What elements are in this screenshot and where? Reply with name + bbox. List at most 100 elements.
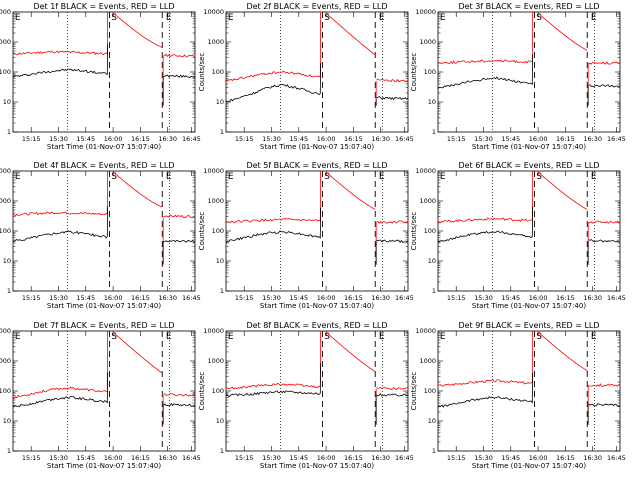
x-tick-label: 15:15: [22, 135, 41, 143]
events-curve: [588, 403, 621, 407]
y-tick-label: 10000: [415, 327, 436, 335]
y-tick-label: 1: [7, 128, 11, 136]
x-tick-label: 16:45: [607, 294, 626, 302]
y-axis-label: Counts/sec: [198, 212, 206, 251]
events-curve: [588, 84, 621, 88]
lld-curve: [13, 170, 108, 217]
y-tick-label: 100: [212, 68, 224, 76]
y-tick-label: 100: [0, 227, 11, 235]
x-tick-label: 16:00: [529, 294, 548, 302]
y-tick-label: 1: [220, 287, 224, 295]
x-tick-label: 16:15: [556, 135, 575, 143]
x-tick-label: 16:00: [104, 454, 123, 462]
region-marker-label: E: [379, 332, 385, 342]
plot-frame: [437, 11, 621, 133]
x-tick-label: 16:30: [158, 135, 177, 143]
y-axis-label: Counts/sec: [198, 372, 206, 411]
lld-curve: [376, 386, 409, 391]
y-tick-label: 1000: [0, 357, 11, 365]
y-tick-label: 1000: [207, 38, 224, 46]
x-tick-label: 15:15: [447, 454, 466, 462]
x-tick-label: 16:15: [344, 454, 363, 462]
lld-curve: [12, 330, 108, 400]
x-axis-label: Start Time (01-Nov-07 15:07:40): [472, 302, 586, 310]
x-tick-label: 16:00: [104, 294, 123, 302]
lld-curve: [163, 214, 196, 219]
detector-panel: Det 3f BLACK = Events, RED = LLD 1 10 100 10…: [410, 2, 626, 151]
region-marker-label: E: [166, 172, 172, 182]
x-tick-label: 16:15: [556, 294, 575, 302]
events-curve: [376, 239, 409, 244]
lld-curve: [225, 11, 321, 82]
lld-curve: [437, 170, 533, 224]
x-axis-label: Start Time (01-Nov-07 15:07:40): [260, 302, 374, 310]
x-tick-label: 16:15: [131, 454, 150, 462]
y-tick-label: 1000: [419, 38, 436, 46]
panel-title: Det 4f BLACK = Events, RED = LLD: [33, 161, 174, 170]
y-tick-label: 10000: [203, 167, 224, 175]
region-marker-label: S: [324, 332, 330, 342]
detector-panel: Det 4f BLACK = Events, RED = LLD 1 10 100 10…: [0, 161, 201, 310]
x-tick-label: 16:45: [395, 294, 414, 302]
y-tick-label: 1: [7, 287, 11, 295]
x-tick-label: 15:30: [49, 294, 68, 302]
region-marker-label: S: [111, 172, 117, 182]
x-axis-label: Start Time (01-Nov-07 15:07:40): [260, 143, 374, 151]
detector-panel: Det 1f BLACK = Events, RED = LLD 1 10 100 10…: [0, 2, 201, 151]
x-tick-label: 16:00: [317, 135, 336, 143]
x-tick-label: 16:45: [182, 454, 201, 462]
panel-title: Det 2f BLACK = Events, RED = LLD: [246, 2, 387, 11]
events-curve: [163, 239, 196, 243]
panel-title: Det 1f BLACK = Events, RED = LLD: [33, 2, 174, 11]
lld-curve: [163, 53, 195, 58]
y-tick-label: 1000: [0, 38, 11, 46]
y-tick-label: 100: [424, 227, 436, 235]
lld-curve: [225, 170, 321, 224]
region-marker-label: E: [166, 13, 172, 23]
x-tick-label: 15:45: [501, 454, 520, 462]
x-tick-label: 15:15: [235, 454, 254, 462]
y-tick-label: 10: [216, 417, 224, 425]
region-marker-label: E: [440, 13, 446, 23]
panel-title: Det 9f BLACK = Events, RED = LLD: [458, 321, 599, 330]
plot-frame: [437, 170, 621, 292]
events-curve: [225, 207, 321, 243]
lld-decay-curve: [112, 171, 163, 208]
x-tick-label: 15:30: [49, 135, 68, 143]
x-tick-label: 16:00: [317, 294, 336, 302]
x-tick-label: 16:30: [158, 454, 177, 462]
x-tick-label: 15:30: [474, 294, 493, 302]
x-tick-label: 15:15: [22, 454, 41, 462]
y-tick-label: 1: [432, 128, 436, 136]
plot-frame: [437, 330, 621, 452]
x-tick-label: 16:00: [529, 454, 548, 462]
lld-decay-curve: [112, 12, 163, 48]
lld-curve: [12, 11, 108, 56]
lld-decay-curve: [325, 13, 376, 56]
x-tick-label: 15:30: [49, 454, 68, 462]
lld-curve: [437, 330, 533, 387]
x-tick-label: 16:30: [158, 294, 177, 302]
x-tick-label: 15:30: [474, 135, 493, 143]
x-tick-label: 16:30: [583, 454, 602, 462]
events-curve: [12, 206, 108, 242]
x-tick-label: 16:45: [395, 135, 414, 143]
y-tick-label: 10: [216, 98, 224, 106]
x-tick-label: 15:45: [289, 294, 308, 302]
x-tick-label: 15:15: [235, 294, 254, 302]
x-tick-label: 16:45: [182, 294, 201, 302]
region-marker-label: E: [228, 13, 234, 23]
x-tick-label: 15:15: [447, 294, 466, 302]
lld-curve: [588, 61, 621, 65]
y-axis-label: Counts/sec: [198, 53, 206, 92]
y-tick-label: 1: [220, 447, 224, 455]
lld-curve: [588, 383, 621, 387]
x-axis-label: Start Time (01-Nov-07 15:07:40): [47, 143, 161, 151]
y-tick-label: 100: [0, 68, 11, 76]
lld-curve: [437, 11, 533, 65]
y-tick-label: 1: [7, 447, 11, 455]
plot-frame: [225, 11, 409, 133]
y-tick-label: 1000: [207, 357, 224, 365]
panel-title: Det 5f BLACK = Events, RED = LLD: [246, 161, 387, 170]
region-marker-label: S: [536, 332, 542, 342]
